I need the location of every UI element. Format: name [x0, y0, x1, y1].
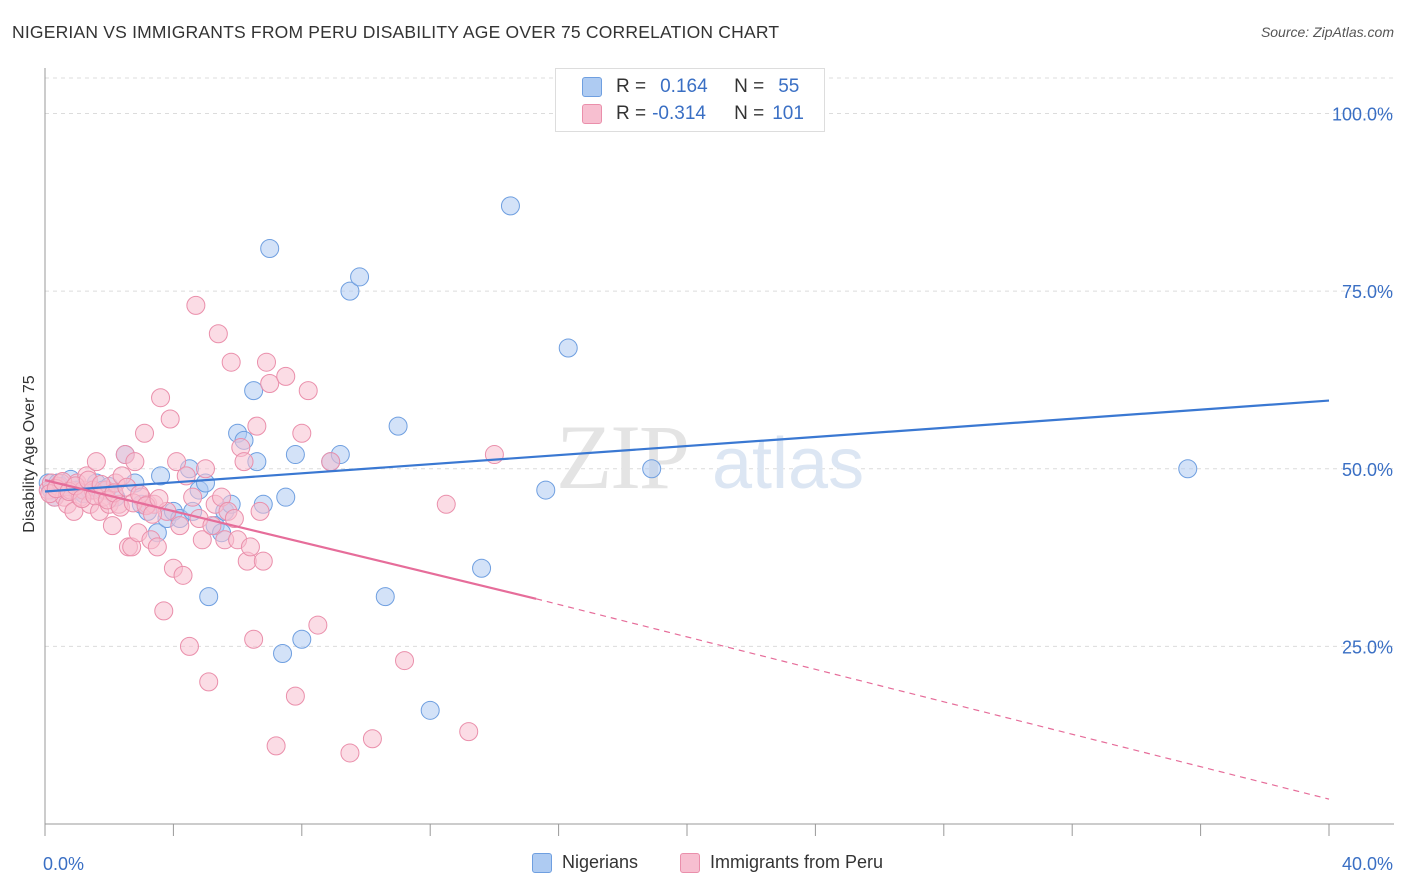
point-nigerians: [642, 459, 662, 479]
y-tick-label: 75.0%: [1342, 282, 1393, 302]
bottom-legend-label-nigerians: Nigerians: [562, 852, 639, 872]
source-label: Source: ZipAtlas.com: [1260, 24, 1394, 40]
point-peru: [151, 388, 171, 408]
point-peru: [362, 729, 382, 749]
trend-line-peru-dashed: [535, 598, 1330, 800]
y-axis-label: Disability Age Over 75: [21, 375, 38, 533]
point-nigerians: [273, 643, 293, 663]
point-peru: [292, 423, 312, 443]
point-nigerians: [285, 445, 305, 465]
point-peru: [308, 615, 328, 635]
point-nigerians: [244, 381, 264, 401]
point-peru: [102, 516, 122, 536]
point-nigerians: [260, 239, 280, 259]
point-peru: [266, 736, 286, 756]
trend-line-nigerians-solid: [44, 399, 1330, 493]
point-nigerians: [151, 466, 171, 486]
point-peru: [340, 743, 360, 763]
point-peru: [183, 487, 203, 507]
point-peru: [160, 409, 180, 429]
point-peru: [321, 452, 341, 472]
point-peru: [221, 352, 241, 372]
point-peru: [240, 537, 260, 557]
point-nigerians: [340, 281, 360, 301]
point-peru: [247, 416, 267, 436]
point-nigerians: [558, 338, 578, 358]
point-peru: [199, 672, 219, 692]
point-peru: [173, 565, 193, 585]
point-peru: [154, 601, 174, 621]
legend-n-value-nigerians: 55: [778, 76, 800, 97]
point-peru: [192, 530, 212, 550]
point-peru: [298, 381, 318, 401]
point-peru: [149, 489, 169, 509]
point-nigerians: [199, 587, 219, 607]
point-nigerians: [375, 587, 395, 607]
watermark: ZIP atlas: [556, 406, 864, 508]
legend-swatch-nigerians: [582, 77, 602, 97]
point-peru: [224, 508, 244, 528]
point-nigerians: [388, 416, 408, 436]
legend-r-value-peru: -0.314: [652, 103, 706, 124]
watermark-zip: ZIP: [556, 406, 688, 508]
point-nigerians: [276, 487, 296, 507]
point-nigerians: [500, 196, 520, 216]
axes-layer: [44, 68, 1394, 836]
point-peru: [234, 452, 254, 472]
point-peru: [253, 551, 273, 571]
legend-r-label: R =: [616, 103, 647, 124]
point-peru: [285, 686, 305, 706]
point-nigerians: [420, 700, 440, 720]
bottom-legend-peru: Immigrants from Peru: [680, 852, 883, 873]
point-peru: [436, 494, 456, 514]
point-peru: [244, 629, 264, 649]
point-nigerians: [536, 480, 556, 500]
x-tick-label-max: 40.0%: [1342, 854, 1393, 874]
y-tick-label: 100.0%: [1332, 105, 1393, 125]
point-peru: [208, 324, 228, 344]
legend-r-label: R =: [616, 76, 647, 97]
point-nigerians: [292, 629, 312, 649]
points-layer: [38, 196, 1198, 763]
point-peru: [250, 501, 270, 521]
point-peru: [86, 452, 106, 472]
point-nigerians: [350, 267, 370, 287]
point-peru: [135, 423, 155, 443]
trend-layer: [44, 399, 1330, 800]
point-peru: [276, 366, 296, 386]
legend-n-label: N =: [734, 103, 765, 124]
point-nigerians: [1178, 459, 1198, 479]
legend-n-label: N =: [734, 76, 765, 97]
x-tick-label-min: 0.0%: [43, 854, 84, 874]
bottom-legend-swatch-peru: [680, 852, 700, 873]
trend-line-peru-solid: [44, 479, 537, 600]
bottom-legend-label-peru: Immigrants from Peru: [710, 852, 884, 872]
legend-row-peru: R = -0.314 N = 101: [582, 102, 804, 126]
point-peru: [186, 295, 206, 315]
y-tick-label: 50.0%: [1342, 460, 1393, 480]
chart-title: NIGERIAN VS IMMIGRANTS FROM PERU DISABIL…: [12, 22, 780, 42]
watermark-atlas: atlas: [712, 424, 864, 504]
point-peru: [167, 452, 187, 472]
correlation-legend: R = 0.164 N = 55 R = -0.314 N = 101: [555, 68, 825, 132]
tick-label-layer: 25.0% 50.0% 75.0% 100.0% 0.0% 40.0%: [43, 105, 1393, 874]
bottom-legend-swatch-nigerians: [532, 852, 552, 873]
point-peru: [395, 651, 415, 671]
point-peru: [260, 374, 280, 394]
legend-swatch-peru: [582, 104, 602, 124]
point-peru: [170, 516, 190, 536]
point-peru: [179, 636, 199, 656]
bottom-legend-nigerians: Nigerians: [532, 852, 638, 873]
point-nigerians: [472, 558, 492, 578]
y-tick-label: 25.0%: [1342, 637, 1393, 657]
point-peru: [256, 352, 276, 372]
point-peru: [147, 537, 167, 557]
point-peru: [125, 452, 145, 472]
legend-row-nigerians: R = 0.164 N = 55: [582, 75, 799, 99]
legend-n-value-peru: 101: [772, 103, 804, 124]
point-peru: [459, 722, 479, 742]
legend-r-value-nigerians: 0.164: [660, 76, 708, 97]
point-peru: [196, 459, 215, 479]
